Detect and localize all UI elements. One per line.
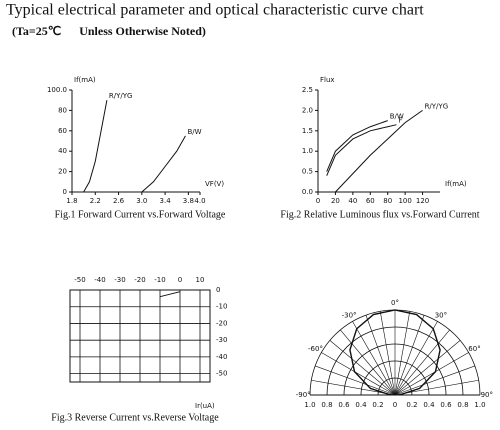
series-label: F [398, 117, 402, 125]
x-tick-label: 100 [398, 197, 411, 205]
x-tick-label: 3.8 [183, 197, 194, 205]
spoke [329, 340, 396, 396]
series-line [326, 120, 388, 172]
series-label: R/Y/YG [109, 92, 133, 100]
x-tick-label: -10 [154, 276, 165, 284]
series-line [141, 135, 186, 193]
series-label: B/W [187, 128, 201, 136]
r-tick-label: 0.2 [372, 401, 383, 409]
x-tick-label: 40 [348, 197, 357, 205]
angle-label: -60° [308, 345, 323, 353]
angle-label: 60° [468, 345, 480, 353]
spoke [321, 352, 396, 396]
y-tick-label: 0.0 [302, 188, 313, 196]
x-tick-label: 1.8 [66, 197, 77, 205]
spoke [394, 315, 425, 396]
y-axis-label: Flux [320, 76, 335, 84]
y-tick-label: -30 [216, 336, 227, 344]
y-tick-label: 60 [58, 127, 67, 135]
r-tick-label: 0.6 [440, 401, 452, 409]
angle-label: -90° [296, 391, 311, 399]
y-tick-label: 1.5 [302, 127, 313, 135]
spoke [394, 321, 438, 396]
caption: Fig.2 Relative Luminous flux vs.Forward … [280, 209, 479, 220]
y-tick-label: 100.0 [47, 86, 67, 94]
x-tick-label: -50 [74, 276, 85, 284]
r-tick-label: 0.8 [321, 401, 332, 409]
caption: Fig.3 Reverse Current vs.Reverse Voltage [51, 412, 219, 423]
y-tick-label: 80 [58, 106, 67, 114]
spoke [394, 329, 450, 396]
series-label: R/Y/YG [425, 102, 449, 110]
y-tick-label: -10 [216, 303, 227, 311]
spoke [315, 365, 396, 396]
series-line [159, 291, 181, 298]
y-axis-label: If(mA) [74, 76, 96, 84]
x-tick-label: 2.2 [90, 197, 101, 205]
x-axis-label: Ir(uA) [195, 402, 215, 410]
x-tick-label: -40 [94, 276, 105, 284]
spoke [394, 352, 469, 396]
spoke [394, 311, 411, 396]
y-tick-label: 0 [216, 286, 220, 294]
y-tick-label: -50 [216, 370, 227, 378]
y-tick-label: 0 [63, 188, 67, 196]
page-subtitle: (Ta=25℃ Unless Otherwise Noted) [12, 24, 206, 38]
x-tick-label: 2.6 [113, 197, 125, 205]
y-tick-label: 40 [58, 147, 67, 155]
ring [377, 377, 413, 396]
y-tick-label: 1.0 [302, 147, 313, 155]
x-tick-label: 60 [366, 197, 375, 205]
x-tick-label: 20 [331, 197, 340, 205]
x-axis-label: VF(V) [205, 180, 224, 188]
x-tick-label: 10 [196, 276, 205, 284]
r-tick-label: 0 [393, 401, 397, 409]
series-label: B/W [390, 113, 404, 121]
r-tick-label: 0.4 [355, 401, 367, 409]
spoke [379, 311, 396, 396]
caption: Fig.1 Forward Current vs.Forward Voltage [55, 209, 226, 220]
x-tick-label: -20 [134, 276, 145, 284]
r-tick-label: 0.2 [406, 401, 417, 409]
x-tick-label: 80 [383, 197, 392, 205]
spoke [352, 321, 396, 396]
r-tick-label: 1.0 [304, 401, 315, 409]
r-tick-label: 1.0 [474, 401, 485, 409]
x-tick-label: 120 [416, 197, 429, 205]
y-tick-label: -40 [216, 353, 227, 361]
page-title: Typical electrical parameter and optical… [6, 2, 424, 19]
ring [326, 326, 464, 396]
y-tick-label: 2.5 [302, 86, 313, 94]
x-tick-label: 0 [316, 197, 320, 205]
angle-label: 0° [391, 299, 399, 307]
y-tick-label: -20 [216, 319, 227, 327]
y-tick-label: 0.5 [302, 168, 313, 176]
ring [343, 343, 447, 396]
series-line [326, 124, 397, 176]
angle-label: -30° [342, 311, 357, 319]
spoke [365, 315, 396, 396]
x-tick-label: 3.4 [160, 197, 172, 205]
r-tick-label: 0.4 [423, 401, 435, 409]
r-tick-label: 0.6 [338, 401, 350, 409]
angle-label: 30° [435, 311, 447, 319]
x-tick-label: 0 [178, 276, 182, 284]
spoke [340, 329, 396, 396]
spoke [394, 365, 475, 396]
series-line [335, 109, 423, 193]
pattern-line [349, 309, 441, 396]
r-tick-label: 0.8 [457, 401, 468, 409]
angle-label: 90° [481, 391, 493, 399]
x-tick-label: 4.0 [194, 197, 205, 205]
y-tick-label: 20 [58, 168, 67, 176]
series-line [83, 100, 108, 193]
x-axis-label: If(mA) [445, 180, 467, 188]
x-tick-label: 3.0 [136, 197, 147, 205]
y-tick-label: 2.0 [302, 106, 313, 114]
spoke [394, 340, 461, 396]
x-tick-label: -30 [114, 276, 125, 284]
